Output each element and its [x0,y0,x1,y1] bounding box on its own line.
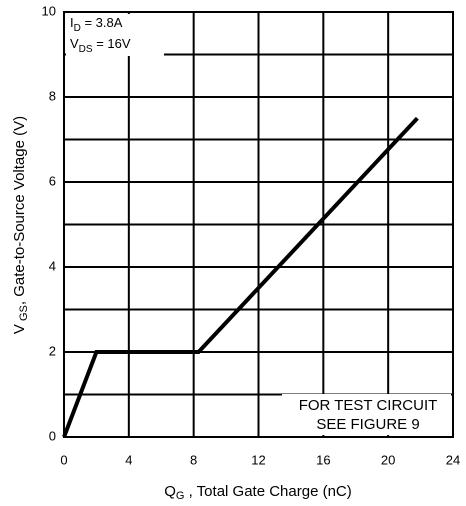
x-tick-label: 24 [446,452,460,467]
note: FOR TEST CIRCUIT [299,397,438,414]
y-tick-label: 2 [49,343,56,358]
data-line [62,116,419,438]
y-tick-label: 6 [49,173,56,188]
annotation: VDS = 16V [70,36,131,54]
annotation: ID = 3.8A [70,15,123,33]
x-tick-label: 4 [125,452,132,467]
x-tick-label: 20 [381,452,395,467]
note: SEE FIGURE 9 [316,416,419,433]
note-box [282,394,451,435]
plot-frame [63,11,454,438]
y-tick-label: 8 [49,88,56,103]
grid [63,11,454,438]
x-tick-label: 16 [316,452,330,467]
y-tick-label: 10 [42,3,56,18]
y-axis-label: V GS, Gate-to-Source Voltage (V) [11,116,30,334]
y-tick-label: 4 [49,258,56,273]
x-tick-label: 12 [251,452,265,467]
x-axis-label: QG , Total Gate Charge (nC) [164,483,352,502]
x-tick-label: 8 [190,452,197,467]
x-tick-label: 0 [60,452,67,467]
legend-box [66,14,164,56]
y-tick-label: 0 [49,428,56,443]
